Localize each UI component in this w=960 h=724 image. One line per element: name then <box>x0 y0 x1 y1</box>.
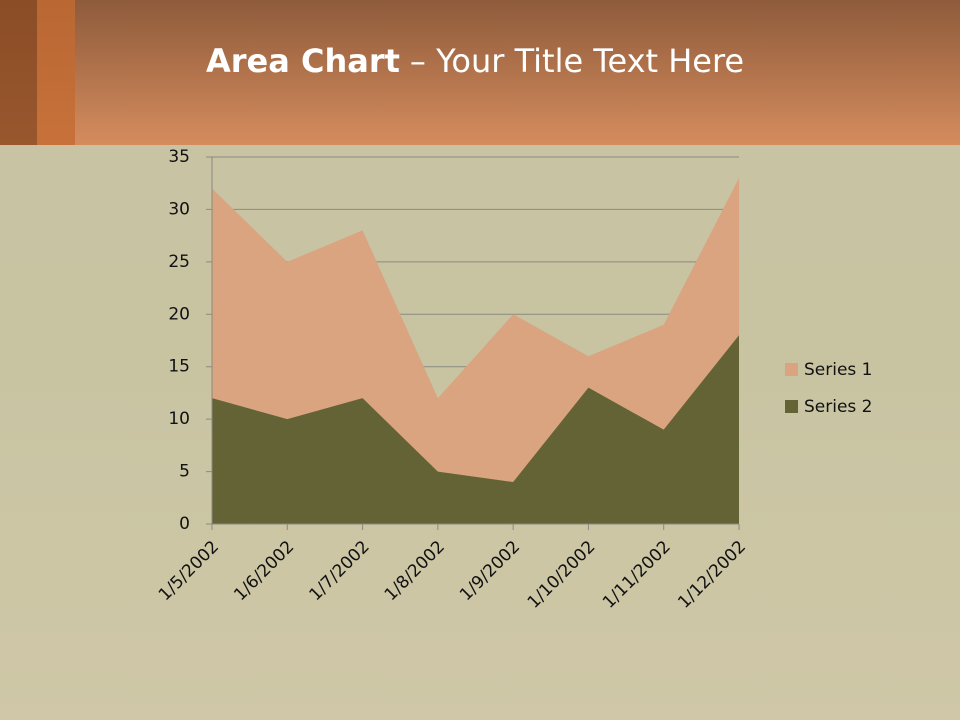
y-tick-label: 0 <box>179 514 190 534</box>
title-bold: Area Chart <box>206 42 400 80</box>
legend-label: Series 2 <box>804 397 873 417</box>
y-tick-label: 25 <box>168 252 190 272</box>
legend-swatch <box>785 363 798 376</box>
y-tick-label: 30 <box>168 199 190 219</box>
y-tick-label: 10 <box>168 409 190 429</box>
header-strip <box>37 0 75 145</box>
title-rest: – Your Title Text Here <box>410 42 744 80</box>
y-tick-label: 15 <box>168 357 190 377</box>
legend-swatch <box>785 400 798 413</box>
legend-label: Series 1 <box>804 360 873 380</box>
y-tick-label: 35 <box>168 147 190 167</box>
area-series <box>212 335 739 524</box>
slide-title: Area Chart – Your Title Text Here <box>206 42 744 80</box>
header-strip <box>0 0 37 145</box>
y-tick-label: 5 <box>179 462 190 482</box>
y-tick-label: 20 <box>168 304 190 324</box>
header-band <box>0 0 960 145</box>
